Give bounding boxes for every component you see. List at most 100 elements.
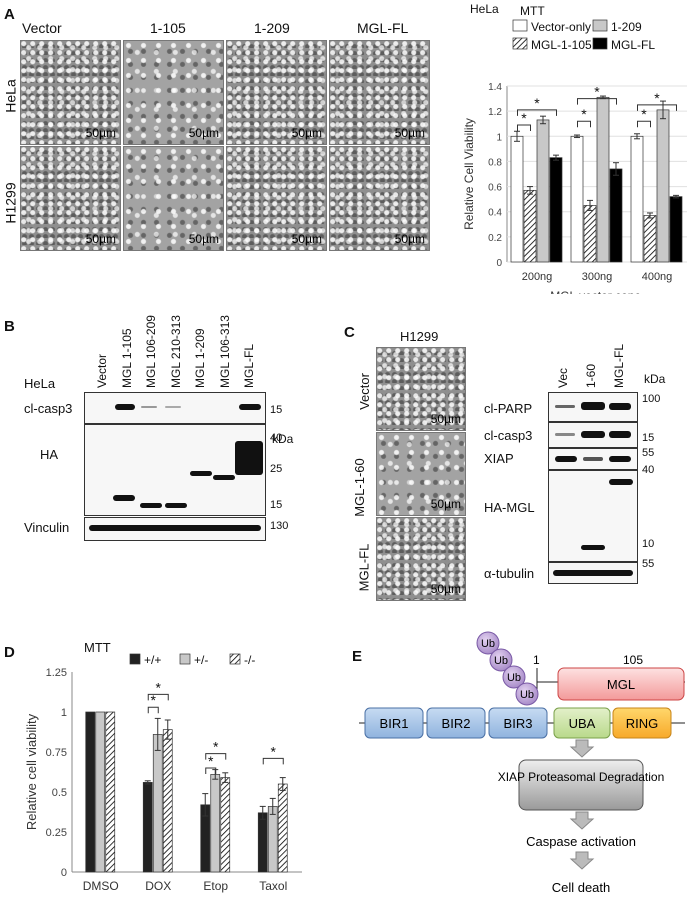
significance-star: * <box>156 679 162 695</box>
blot-c-label: α-tubulin <box>484 566 535 581</box>
blot-c-marker: 15 <box>642 432 655 444</box>
panel-c-label: C <box>344 324 355 341</box>
legend-swatch <box>512 19 528 32</box>
blot-c-alpha-tubulin <box>548 562 638 584</box>
significance-star: * <box>594 84 600 100</box>
chart-a-title: MTT <box>520 4 545 18</box>
svg-text:BIR2: BIR2 <box>442 716 471 731</box>
x-tick-label: 400ng <box>642 271 673 283</box>
col-label-mgl-fl: MGL-FL <box>357 20 409 36</box>
band <box>213 475 235 480</box>
significance-bracket <box>147 693 169 701</box>
svg-text:Ub: Ub <box>507 672 521 684</box>
legend-swatch <box>592 19 608 32</box>
ubiquitin-circle <box>502 665 526 689</box>
bar <box>267 806 278 873</box>
significance-bracket <box>205 767 217 774</box>
micrograph-hela-1-209: 50µm <box>226 40 327 145</box>
significance-star: * <box>534 95 540 111</box>
band <box>115 404 135 410</box>
y-tick-label: 0 <box>61 867 67 879</box>
panel-c-image-label: Vector <box>356 373 372 410</box>
ubiquitin-circle <box>476 631 500 655</box>
ubiquitin-circle <box>489 648 513 672</box>
row-label-h1299: H1299 <box>2 182 19 224</box>
blot-b-lane-label: MGL 106-209 <box>144 315 158 388</box>
significance-bracket <box>517 124 531 131</box>
panel-c-image-label: MGL-FL <box>356 543 372 592</box>
bar <box>105 711 116 873</box>
svg-text:RING: RING <box>626 716 659 731</box>
band <box>165 406 181 408</box>
svg-text:UBA: UBA <box>569 716 596 731</box>
bar <box>85 711 96 873</box>
panel-c-image-label: MGL-1-60 <box>351 458 367 517</box>
significance-star: * <box>213 739 219 755</box>
panel-a-label: A <box>4 6 15 23</box>
bar <box>583 205 597 263</box>
y-tick-label: 1.2 <box>488 107 502 118</box>
blot-b-lane-label: MGL 106-313 <box>217 315 232 388</box>
significance-star: * <box>208 753 214 769</box>
bar <box>570 135 584 263</box>
bar <box>536 119 550 263</box>
panel-b-label: B <box>4 318 15 335</box>
significance-bracket <box>262 757 284 765</box>
blot-c-xiap <box>548 448 638 470</box>
bar <box>95 711 106 873</box>
band <box>583 457 603 461</box>
blot-c-marker: 40 <box>642 464 655 476</box>
blot-b-marker: 40 <box>270 432 283 444</box>
panel-c-kda-label: kDa <box>644 372 666 386</box>
band <box>555 433 575 436</box>
y-tick-label: 1.4 <box>488 82 502 93</box>
band <box>609 479 633 485</box>
col-label-1-209: 1-209 <box>254 20 290 36</box>
blot-c-label: cl-PARP <box>484 401 533 416</box>
bar <box>549 157 563 263</box>
down-arrow-icon <box>569 739 595 758</box>
blot-c-label: HA-MGL <box>484 500 535 515</box>
significance-bracket <box>577 120 591 128</box>
band <box>113 495 135 501</box>
y-axis-label: Relative Cell Viability <box>462 118 476 230</box>
bar <box>142 782 153 873</box>
blot-b-lane-label: MGL 1-105 <box>119 328 134 388</box>
blot-c-marker: 55 <box>642 447 655 459</box>
panel-b-cell-line: HeLa <box>24 376 56 391</box>
mgl-box <box>557 667 685 701</box>
chart-d: 0 0.25 0.5 0.75 1 1.25 DMSO DOX Etop Taxol Relativ… <box>24 653 302 893</box>
bar <box>630 135 644 263</box>
y-tick-label: 0.75 <box>46 747 67 759</box>
significance-star: * <box>654 90 660 106</box>
legend-swatch <box>592 37 608 50</box>
blot-c-lane-label: MGL-FL <box>612 343 626 388</box>
mgl-position-start: 1 <box>533 653 540 667</box>
blot-b-marker: 15 <box>270 499 283 511</box>
bar <box>152 734 163 873</box>
significance-bracket <box>517 109 557 116</box>
down-arrow-icon <box>569 811 595 830</box>
legend-label: -/- <box>244 653 255 667</box>
xiap-degradation-box <box>518 759 644 811</box>
blot-b-lane-label: Vector <box>95 353 109 388</box>
panel-c-cell-line: H1299 <box>400 329 439 344</box>
micrograph-hela-vector: 50µm <box>20 40 121 145</box>
legend-label: Vector-only <box>531 20 591 34</box>
band <box>190 471 212 476</box>
y-tick-label: 1 <box>61 707 67 719</box>
blot-c-ha-mgl <box>548 470 638 562</box>
domain-ring <box>612 707 672 739</box>
x-tick-label: 200ng <box>522 271 553 283</box>
domain-bir1 <box>364 707 424 739</box>
down-arrow-icon <box>569 851 595 870</box>
micrograph-h1299-1-105: 50µm <box>123 146 224 251</box>
y-tick-label: 0.8 <box>488 157 502 168</box>
blot-b-marker: 15 <box>270 404 283 416</box>
bar <box>596 96 610 263</box>
col-label-1-105: 1-105 <box>150 20 186 36</box>
chart-d-title: MTT <box>84 640 111 655</box>
panel-e-label: E <box>352 648 363 665</box>
svg-text:Ub: Ub <box>481 638 495 650</box>
legend-label: +/- <box>194 653 208 667</box>
